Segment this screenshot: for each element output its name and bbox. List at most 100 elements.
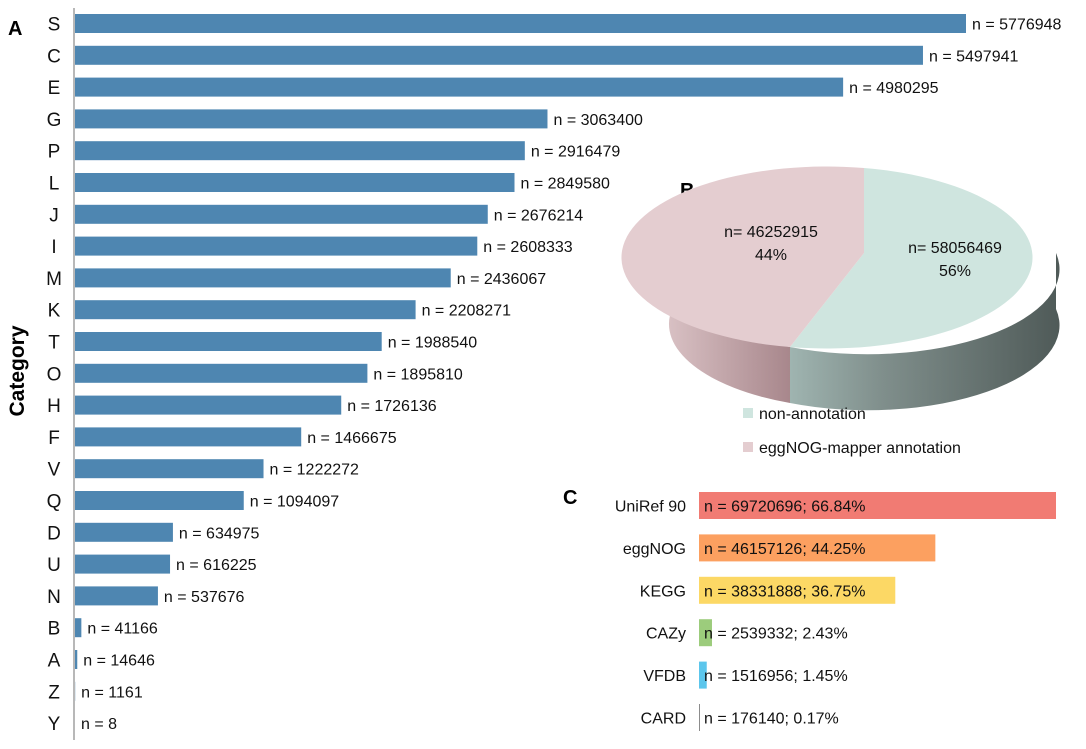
category-label-s: S: [48, 15, 61, 36]
bar-value-label-l: n = 2849580: [521, 176, 611, 193]
bar-d: [75, 522, 173, 542]
bar-vfdb: [699, 661, 707, 689]
category-label-n: N: [47, 587, 61, 608]
pie-label-eggnog-count: n= 46252915: [724, 224, 818, 241]
bar-value-label-c: n = 5497941: [929, 48, 1019, 65]
category-label-o: O: [47, 364, 62, 385]
bar-value-label-e: n = 4980295: [849, 80, 939, 97]
bar-c: [75, 45, 923, 65]
category-label-v: V: [48, 460, 61, 481]
bar-value-label-g: n = 3063400: [553, 112, 643, 129]
bar-q: [75, 491, 244, 510]
category-label-t: T: [48, 333, 60, 354]
bar-value-label-card: n = 176140; 0.17%: [704, 711, 839, 728]
bar-uniref-90: [699, 492, 1056, 519]
pie-side-non-annotation: [790, 253, 1060, 411]
category-label-l: L: [49, 174, 60, 195]
bar-t: [75, 332, 382, 351]
bar-v: [75, 459, 264, 479]
bar-o: [75, 363, 368, 383]
bar-value-label-b: n = 41166: [87, 621, 158, 638]
bar-kegg: [699, 576, 896, 604]
panel-a-y-axis-title: Category: [6, 325, 29, 416]
pie-label-eggnog-percent: 44%: [755, 247, 787, 264]
bar-value-label-i: n = 2608333: [483, 239, 573, 256]
bar-value-label-z: n = 1161: [81, 684, 143, 701]
category-label-f: F: [48, 428, 60, 449]
bar-l: [75, 173, 515, 192]
bar-value-label-m: n = 2436067: [457, 271, 547, 288]
bar-value-label-a: n = 14646: [83, 653, 155, 670]
bar-value-label-u: n = 616225: [176, 557, 257, 574]
bar-u: [75, 554, 171, 574]
database-label-vfdb: VFDB: [643, 668, 686, 685]
bar-h: [75, 395, 342, 415]
category-label-c: C: [47, 46, 61, 67]
bar-value-label-uniref-90: n = 69720696; 66.84%: [704, 499, 865, 516]
legend-swatch-eggnog-mapper-annotation: [743, 442, 753, 452]
bar-value-label-f: n = 1466675: [307, 430, 397, 447]
bar-i: [75, 236, 478, 256]
bar-m: [75, 268, 451, 288]
database-label-cazy: CAZy: [646, 626, 686, 643]
bar-value-label-eggnog: n = 46157126; 44.25%: [704, 541, 865, 558]
bar-k: [75, 300, 416, 320]
category-label-j: J: [49, 205, 59, 226]
bar-value-label-k: n = 2208271: [422, 303, 512, 320]
category-label-k: K: [48, 301, 61, 322]
category-label-u: U: [47, 555, 61, 576]
bar-p: [75, 141, 525, 161]
category-label-e: E: [48, 78, 61, 99]
bar-value-label-n: n = 537676: [164, 589, 245, 606]
bar-value-label-d: n = 634975: [179, 525, 260, 542]
category-label-m: M: [46, 269, 62, 290]
pie-slice-non-annotation: [790, 168, 1033, 349]
panel-a-letter: A: [8, 18, 22, 40]
bar-j: [75, 204, 488, 224]
bar-n: [75, 586, 158, 606]
bar-cazy: [699, 619, 712, 647]
bar-value-label-vfdb: n = 1516956; 1.45%: [704, 668, 848, 685]
panel-c-bar-chart: UniRef 90 n = 69720696; 66.84% eggNOG n = 4…: [615, 492, 1056, 731]
bar-card: [699, 704, 700, 731]
category-label-z: Z: [48, 682, 60, 703]
category-label-a: A: [48, 651, 61, 672]
bar-value-label-kegg: n = 38331888; 36.75%: [704, 583, 865, 600]
database-label-card: CARD: [641, 711, 686, 728]
bar-value-label-o: n = 1895810: [373, 366, 463, 383]
database-label-kegg: KEGG: [640, 583, 686, 600]
bar-value-label-h: n = 1726136: [347, 398, 437, 415]
bar-a: [75, 650, 78, 669]
bar-g: [75, 109, 548, 129]
category-label-h: H: [47, 396, 61, 417]
database-label-eggnog: eggNOG: [623, 541, 686, 558]
bar-value-label-j: n = 2676214: [494, 207, 584, 224]
category-label-g: G: [47, 110, 62, 131]
bar-value-label-s: n = 5776948: [972, 17, 1062, 34]
legend-swatch-non-annotation: [743, 408, 753, 418]
category-label-i: I: [51, 237, 56, 258]
bar-e: [75, 77, 844, 97]
pie-slice-eggnog-mapper-annotation: [621, 166, 864, 347]
database-label-uniref-90: UniRef 90: [615, 499, 686, 516]
bar-b: [75, 618, 82, 638]
panel-c-letter: C: [563, 487, 577, 509]
category-label-y: Y: [48, 714, 61, 735]
pie-side-eggnog-mapper-annotation: [668, 253, 790, 403]
bar-f: [75, 427, 302, 447]
panel-b-pie-chart: n= 58056469 56% n= 46252915 44% non-anno…: [621, 166, 1060, 457]
legend-label-non-annotation: non-annotation: [759, 406, 866, 423]
bar-value-label-v: n = 1222272: [270, 462, 360, 479]
bar-s: [75, 14, 966, 33]
bar-eggnog: [699, 534, 936, 562]
bar-value-label-cazy: n = 2539332; 2.43%: [704, 626, 848, 643]
bar-value-label-p: n = 2916479: [531, 144, 621, 161]
legend-label-eggnog-mapper-annotation: eggNOG-mapper annotation: [759, 440, 961, 457]
category-label-d: D: [47, 523, 61, 544]
bar-value-label-y: n = 8: [81, 716, 117, 733]
category-label-p: P: [48, 142, 61, 163]
category-label-q: Q: [47, 492, 62, 513]
pie-label-non-annotation-count: n= 58056469: [908, 240, 1002, 257]
